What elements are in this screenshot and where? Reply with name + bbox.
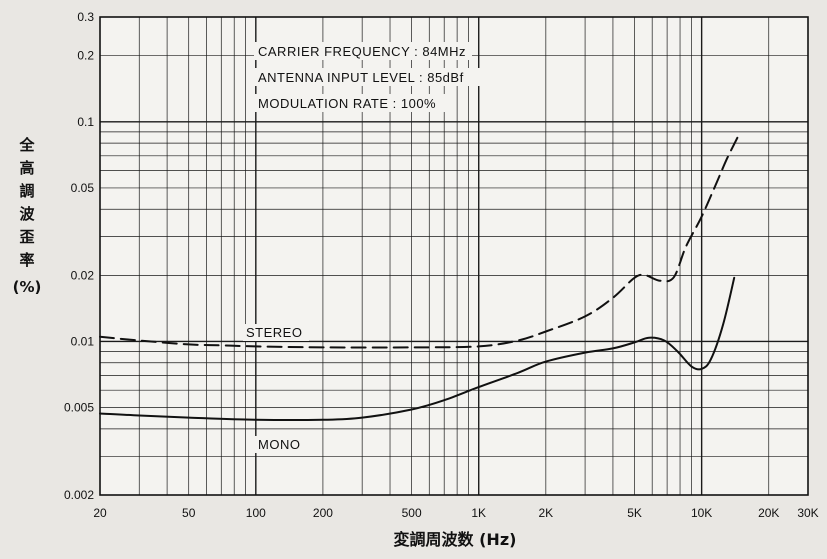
series-line-stereo xyxy=(99,136,739,349)
grid xyxy=(99,16,809,496)
annotation-line: MODULATION RATE : 100% xyxy=(258,96,436,111)
plot-frame xyxy=(99,16,809,496)
y-axis-title-char: 調 xyxy=(19,182,34,200)
annotations: STEREO MONO CARRIER FREQUENCY : 84MHz ANTEN… xyxy=(243,42,489,453)
tick-labels: 20 50 100 200 500 1K 2K 5K 10K 20K 30K 0.002 0.005 0.… xyxy=(64,10,819,520)
x-tick-label: 50 xyxy=(182,506,196,520)
y-tick-label: 0.1 xyxy=(77,115,94,129)
annotation-line: CARRIER FREQUENCY : 84MHz xyxy=(258,44,466,59)
x-tick-label: 20 xyxy=(93,506,107,520)
y-tick-label: 0.01 xyxy=(71,334,95,348)
y-tick-label: 0.02 xyxy=(71,268,95,282)
y-tick-label: 0.3 xyxy=(77,10,94,24)
series-group xyxy=(99,136,739,422)
plot-border xyxy=(99,16,809,496)
annotation-background xyxy=(254,68,489,86)
y-axis-title-char: 歪 xyxy=(19,228,34,246)
x-tick-label: 100 xyxy=(246,506,266,520)
y-tick-label: 0.005 xyxy=(64,401,94,415)
series-line-mono xyxy=(99,276,736,422)
y-axis-title-char: 全 xyxy=(18,136,35,154)
series-label-background xyxy=(243,324,309,341)
annotation-background xyxy=(254,94,447,112)
y-tick-label: 0.05 xyxy=(71,181,95,195)
series-label-stereo: STEREO xyxy=(246,325,302,340)
x-tick-label: 10K xyxy=(691,506,712,520)
x-tick-label: 30K xyxy=(797,506,818,520)
y-axis-title-char: 高 xyxy=(19,159,34,177)
x-axis-title: 変調周波数 (Hz) xyxy=(394,530,517,549)
x-tick-label: 500 xyxy=(402,506,422,520)
annotation-background xyxy=(254,42,472,60)
y-axis-title-char: 波 xyxy=(19,205,35,223)
series-label-background xyxy=(255,436,301,453)
y-axis-unit: (%) xyxy=(13,278,42,296)
y-tick-label: 0.2 xyxy=(77,49,94,63)
series-label-mono: MONO xyxy=(258,437,300,452)
x-tick-label: 200 xyxy=(313,506,333,520)
x-tick-label: 2K xyxy=(538,506,553,520)
x-tick-label: 5K xyxy=(627,506,642,520)
y-tick-label: 0.002 xyxy=(64,488,94,502)
annotation-line: ANTENNA INPUT LEVEL : 85dBf xyxy=(258,70,464,85)
plot-background xyxy=(100,17,808,495)
x-tick-label: 20K xyxy=(758,506,779,520)
x-tick-label: 1K xyxy=(471,506,486,520)
y-axis-title-char: 率 xyxy=(19,251,34,269)
